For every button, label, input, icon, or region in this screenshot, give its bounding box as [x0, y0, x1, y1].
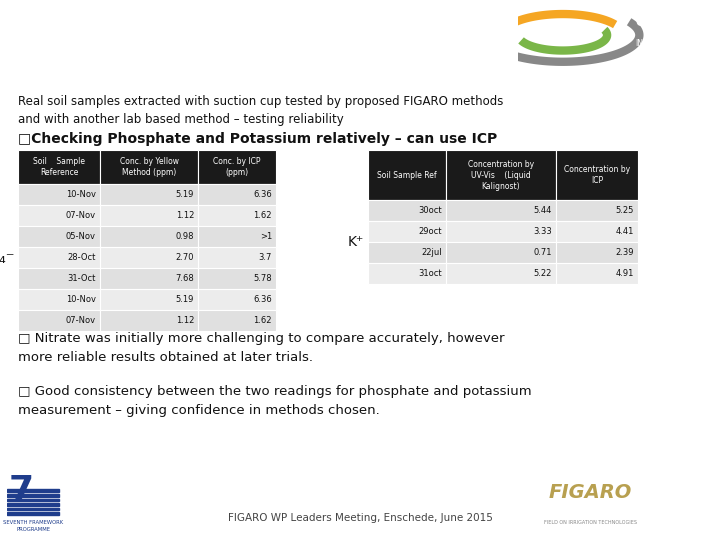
Text: 29oct: 29oct	[418, 227, 442, 236]
Text: 22jul: 22jul	[421, 248, 442, 257]
Bar	[446, 150, 556, 200]
Text: 1.12: 1.12	[176, 211, 194, 220]
Text: Concentration by
UV-Vis    (Liquid
Kalignost): Concentration by UV-Vis (Liquid Kalignos…	[468, 159, 534, 191]
Bar	[18, 289, 100, 310]
Bar	[368, 221, 446, 242]
Text: 05-Nov: 05-Nov	[66, 232, 96, 241]
Text: 2.70: 2.70	[176, 253, 194, 262]
Text: INNOVATION: INNOVATION	[635, 39, 683, 48]
Text: 0.98: 0.98	[176, 232, 194, 241]
Text: Conc. by Yellow
Method (ppm): Conc. by Yellow Method (ppm)	[120, 157, 179, 177]
Text: 7: 7	[9, 474, 34, 508]
Bar	[100, 226, 198, 247]
Bar	[556, 263, 638, 284]
Text: 2.39: 2.39	[616, 248, 634, 257]
Bar	[446, 221, 556, 242]
Text: 3.33: 3.33	[534, 227, 552, 236]
Text: 28-Oct: 28-Oct	[68, 253, 96, 262]
Bar	[100, 310, 198, 331]
Bar	[368, 263, 446, 284]
Bar	[100, 184, 198, 205]
Bar	[198, 247, 276, 268]
Bar	[198, 268, 276, 289]
Text: PO₄⁻: PO₄⁻	[0, 248, 15, 267]
Text: 10-Nov: 10-Nov	[66, 190, 96, 199]
Bar	[198, 310, 276, 331]
Bar	[446, 263, 556, 284]
Text: 1.62: 1.62	[253, 211, 272, 220]
Bar	[198, 150, 276, 184]
Text: 31oct: 31oct	[418, 269, 442, 278]
Bar	[198, 226, 276, 247]
Text: 5.78: 5.78	[253, 274, 272, 283]
Text: 10-Nov: 10-Nov	[66, 295, 96, 304]
Text: FIGARO WP Leaders Meeting, Enschede, June 2015: FIGARO WP Leaders Meeting, Enschede, Jun…	[228, 513, 492, 523]
Bar	[556, 150, 638, 200]
Bar	[7, 512, 59, 515]
Bar	[18, 310, 100, 331]
Bar	[100, 247, 198, 268]
Text: 4.91: 4.91	[616, 269, 634, 278]
Bar	[446, 200, 556, 221]
Text: Concentration by
ICP: Concentration by ICP	[564, 165, 630, 185]
Text: 6.36: 6.36	[253, 190, 272, 199]
Bar	[368, 242, 446, 263]
Text: 1.12: 1.12	[176, 316, 194, 325]
Text: FIELD ON IRRIGATION TECHNOLOGIES: FIELD ON IRRIGATION TECHNOLOGIES	[544, 520, 637, 525]
Bar	[18, 268, 100, 289]
Text: 31-Oct: 31-Oct	[68, 274, 96, 283]
Text: Task 4.5 – UV-Vis Detection of NPK: Task 4.5 – UV-Vis Detection of NPK	[22, 25, 452, 45]
Text: 5.25: 5.25	[616, 206, 634, 215]
Bar	[100, 150, 198, 184]
Text: □ Good consistency between the two readings for phosphate and potassium
measurem: □ Good consistency between the two readi…	[18, 385, 531, 417]
Text: Conc. by ICP
(ppm): Conc. by ICP (ppm)	[213, 157, 261, 177]
Text: SEVENTH FRAMEWORK
PROGRAMME: SEVENTH FRAMEWORK PROGRAMME	[4, 521, 63, 532]
Bar	[100, 205, 198, 226]
Text: □ Nitrate was initially more challenging to compare accurately, however
more rel: □ Nitrate was initially more challenging…	[18, 332, 505, 364]
Bar	[7, 503, 59, 506]
Text: K⁺: K⁺	[348, 235, 364, 249]
Bar	[18, 150, 100, 184]
Bar	[198, 289, 276, 310]
Text: Soil Sample Ref: Soil Sample Ref	[377, 171, 437, 180]
Bar	[18, 205, 100, 226]
Bar	[7, 498, 59, 501]
Text: 30oct: 30oct	[418, 206, 442, 215]
Bar	[198, 205, 276, 226]
Text: □Checking Phosphate and Potassium relatively – can use ICP: □Checking Phosphate and Potassium relati…	[18, 132, 498, 146]
Bar	[18, 226, 100, 247]
Bar	[7, 494, 59, 497]
Text: C-Tech: C-Tech	[635, 16, 678, 29]
Text: Real soil samples extracted with suction cup tested by proposed FIGARO methods
a: Real soil samples extracted with suction…	[18, 95, 503, 126]
Text: FIGARO: FIGARO	[549, 483, 632, 502]
Text: 1.62: 1.62	[253, 316, 272, 325]
Text: >1: >1	[260, 232, 272, 241]
Text: 07-Nov: 07-Nov	[66, 211, 96, 220]
Bar	[556, 221, 638, 242]
Text: 5.19: 5.19	[176, 190, 194, 199]
Text: 5.22: 5.22	[534, 269, 552, 278]
Text: 3.7: 3.7	[258, 253, 272, 262]
Bar	[7, 489, 59, 492]
Bar	[556, 242, 638, 263]
Bar	[446, 242, 556, 263]
Text: 6.36: 6.36	[253, 295, 272, 304]
Text: 5.19: 5.19	[176, 295, 194, 304]
Bar	[18, 184, 100, 205]
Bar	[18, 247, 100, 268]
Text: 07-Nov: 07-Nov	[66, 316, 96, 325]
Text: Soil    Sample
Reference: Soil Sample Reference	[33, 157, 85, 177]
Bar	[368, 200, 446, 221]
Bar	[7, 508, 59, 510]
Text: 4.41: 4.41	[616, 227, 634, 236]
Bar	[368, 150, 446, 200]
Bar	[100, 289, 198, 310]
Bar	[556, 200, 638, 221]
Text: 7.68: 7.68	[175, 274, 194, 283]
Bar	[198, 184, 276, 205]
Text: 0.71: 0.71	[534, 248, 552, 257]
Text: 5.44: 5.44	[534, 206, 552, 215]
Bar	[100, 268, 198, 289]
